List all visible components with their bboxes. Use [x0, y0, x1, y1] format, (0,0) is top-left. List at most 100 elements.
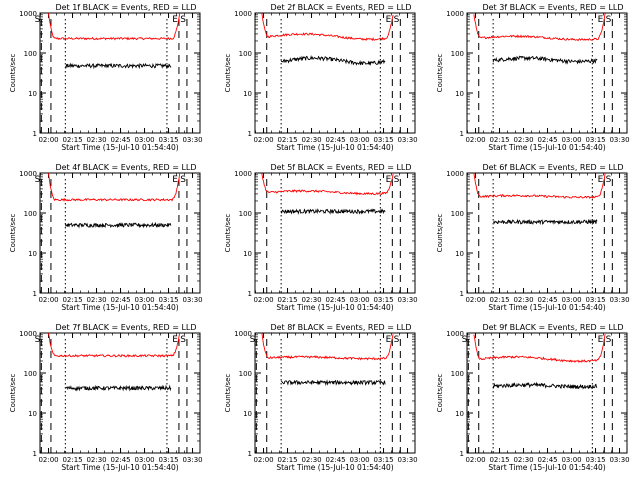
x-tick-label: 03:00 — [134, 456, 154, 464]
chart-panel: Det 5f BLACK = Events, RED = LLD 1 10 100 10… — [224, 163, 418, 312]
x-tick-label: 02:30 — [513, 296, 533, 304]
x-tick-label: 02:00 — [253, 456, 273, 464]
lld-series-line — [473, 334, 606, 363]
marker-label: S — [394, 335, 400, 345]
marker-label: S — [606, 175, 612, 185]
x-tick-label: 03:00 — [349, 136, 369, 144]
y-tick-label: 1 — [33, 290, 37, 298]
lld-series-line — [261, 13, 394, 42]
x-tick-label: 03:00 — [561, 296, 581, 304]
chart-panel: Det 4f BLACK = Events, RED = LLD 1 10 100 10… — [9, 163, 203, 312]
x-tick-label: 02:00 — [465, 136, 485, 144]
y-tick-label: 10 — [455, 410, 464, 418]
marker-label: S — [606, 15, 612, 25]
y-tick-label: 100 — [24, 370, 37, 378]
marker-label: S — [250, 335, 256, 345]
marker-label: S — [35, 175, 41, 185]
x-tick-label: 02:00 — [38, 136, 58, 144]
lld-series-line — [48, 332, 181, 358]
y-tick-label: 1000 — [446, 330, 464, 338]
marker-label: S — [35, 335, 41, 345]
marker-label: E — [386, 335, 392, 345]
chart-title: Det 4f BLACK = Events, RED = LLD — [55, 163, 196, 172]
y-tick-label: 100 — [239, 370, 252, 378]
x-tick-label: 03:30 — [182, 136, 202, 144]
y-tick-label: 1 — [248, 290, 252, 298]
y-tick-label: 1000 — [19, 170, 37, 178]
y-tick-label: 100 — [451, 370, 464, 378]
chart-panel: Det 8f BLACK = Events, RED = LLD 1 10 100 10… — [224, 323, 418, 472]
x-tick-label: 02:45 — [537, 296, 557, 304]
marker-label: E — [172, 15, 178, 25]
x-tick-label: 03:30 — [609, 456, 629, 464]
x-tick-label: 03:15 — [585, 456, 605, 464]
x-tick-label: 02:15 — [277, 456, 297, 464]
marker-label: E — [172, 335, 178, 345]
marker-label: E — [598, 175, 604, 185]
y-tick-label: 10 — [28, 90, 37, 98]
x-tick-label: 03:15 — [158, 456, 178, 464]
x-tick-label: 02:00 — [38, 296, 58, 304]
y-tick-label: 1 — [33, 130, 37, 138]
x-tick-label: 02:00 — [38, 456, 58, 464]
lld-series-line — [473, 13, 606, 42]
x-axis-label: Start Time (15-Jul-10 01:54:40) — [61, 463, 178, 472]
y-axis-label: Counts/sec — [224, 374, 232, 413]
y-tick-label: 1000 — [234, 330, 252, 338]
plot-frame — [39, 172, 201, 294]
chart-title: Det 1f BLACK = Events, RED = LLD — [55, 3, 196, 12]
x-tick-label: 03:00 — [134, 296, 154, 304]
chart-panel: Det 2f BLACK = Events, RED = LLD 1 10 100 10… — [224, 3, 418, 152]
chart-panel: Det 7f BLACK = Events, RED = LLD 1 10 100 10… — [9, 323, 203, 472]
x-tick-label: 02:15 — [489, 456, 509, 464]
x-tick-label: 03:30 — [397, 296, 417, 304]
marker-label: S — [394, 175, 400, 185]
y-tick-label: 10 — [243, 410, 252, 418]
chart-title: Det 9f BLACK = Events, RED = LLD — [482, 323, 623, 332]
y-tick-label: 1000 — [234, 10, 252, 18]
plot-frame — [39, 332, 201, 454]
x-tick-label: 02:30 — [86, 456, 106, 464]
x-tick-label: 02:15 — [489, 296, 509, 304]
lld-series-line — [261, 173, 394, 196]
marker-label: E — [598, 335, 604, 345]
plot-frame — [466, 12, 628, 134]
y-tick-label: 1000 — [19, 10, 37, 18]
events-series-line — [280, 208, 386, 215]
x-tick-label: 02:30 — [513, 456, 533, 464]
chart-panel: Det 9f BLACK = Events, RED = LLD 1 10 100 10… — [436, 323, 630, 472]
events-series-line — [492, 381, 598, 390]
marker-label: S — [462, 335, 468, 345]
x-axis-label: Start Time (15-Jul-10 01:54:40) — [61, 303, 178, 312]
lld-series-line — [48, 12, 181, 41]
y-tick-label: 100 — [239, 50, 252, 58]
x-axis-label: Start Time (15-Jul-10 01:54:40) — [276, 463, 393, 472]
y-tick-label: 10 — [455, 90, 464, 98]
x-tick-label: 03:00 — [349, 296, 369, 304]
y-tick-label: 10 — [243, 250, 252, 258]
x-tick-label: 02:45 — [110, 456, 130, 464]
x-axis-label: Start Time (15-Jul-10 01:54:40) — [61, 143, 178, 152]
y-axis-label: Counts/sec — [436, 54, 444, 93]
x-tick-label: 02:30 — [86, 136, 106, 144]
x-tick-label: 03:30 — [397, 136, 417, 144]
y-tick-label: 1000 — [19, 330, 37, 338]
x-tick-label: 02:45 — [537, 136, 557, 144]
marker-label: E — [386, 175, 392, 185]
marker-label: S — [35, 15, 41, 25]
y-tick-label: 1 — [460, 290, 464, 298]
x-tick-label: 03:30 — [182, 456, 202, 464]
x-tick-label: 02:00 — [465, 456, 485, 464]
marker-label: S — [606, 335, 612, 345]
x-tick-label: 02:30 — [513, 136, 533, 144]
x-tick-label: 02:15 — [62, 136, 82, 144]
events-series-line — [280, 54, 386, 66]
x-tick-label: 02:00 — [253, 296, 273, 304]
x-tick-label: 03:00 — [561, 456, 581, 464]
y-axis-label: Counts/sec — [436, 214, 444, 253]
x-axis-label: Start Time (15-Jul-10 01:54:40) — [488, 303, 605, 312]
x-tick-label: 03:15 — [158, 296, 178, 304]
marker-label: S — [180, 335, 186, 345]
y-axis-label: Counts/sec — [224, 214, 232, 253]
